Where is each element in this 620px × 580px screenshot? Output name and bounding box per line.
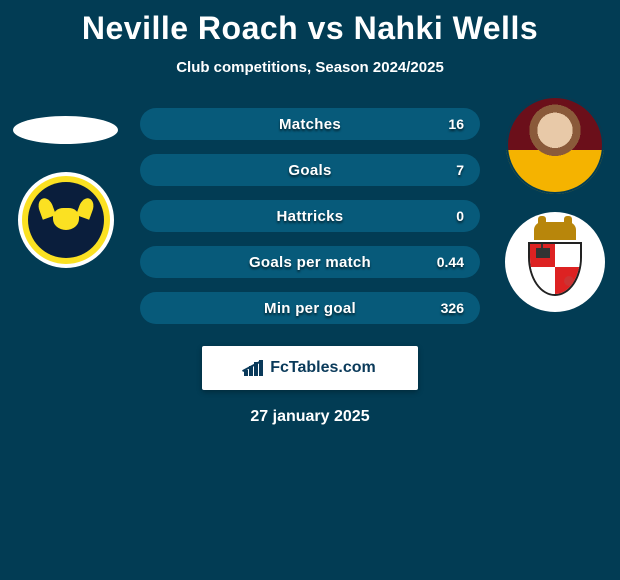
page-title: Neville Roach vs Nahki Wells (0, 0, 620, 47)
stat-label: Goals (288, 162, 331, 179)
source-badge: FcTables.com (202, 346, 418, 390)
stat-value-right: 0 (456, 208, 464, 224)
stat-value-right: 0.44 (437, 254, 464, 270)
oxford-logo-inner (28, 182, 104, 258)
stat-label: Goals per match (249, 254, 371, 271)
stat-label: Min per goal (264, 300, 356, 317)
stats-table: Matches 16 Goals 7 Hattricks 0 Goals per… (140, 106, 480, 324)
date-text: 27 january 2025 (0, 408, 620, 426)
stat-row-goals-per-match: Goals per match 0.44 (140, 246, 480, 278)
stat-value-right: 16 (448, 116, 464, 132)
stat-label: Hattricks (277, 208, 344, 225)
stat-row-hattricks: Hattricks 0 (140, 200, 480, 232)
stat-row-goals: Goals 7 (140, 154, 480, 186)
right-player-avatar (506, 96, 604, 194)
stat-value-right: 7 (456, 162, 464, 178)
left-player-avatar-placeholder (13, 116, 118, 144)
comparison-area: Matches 16 Goals 7 Hattricks 0 Goals per… (0, 106, 620, 426)
ox-head-icon (41, 200, 91, 240)
oxford-united-logo (18, 172, 114, 268)
stat-row-matches: Matches 16 (140, 108, 480, 140)
season-subtitle: Club competitions, Season 2024/2025 (0, 59, 620, 76)
stat-label: Matches (279, 116, 341, 133)
stat-row-min-per-goal: Min per goal 326 (140, 292, 480, 324)
bristol-city-logo (505, 212, 605, 312)
left-player-column (8, 106, 123, 268)
right-player-column (497, 96, 612, 312)
fctables-icon (244, 360, 264, 376)
stat-value-right: 326 (441, 300, 464, 316)
source-brand-text: FcTables.com (270, 359, 376, 377)
